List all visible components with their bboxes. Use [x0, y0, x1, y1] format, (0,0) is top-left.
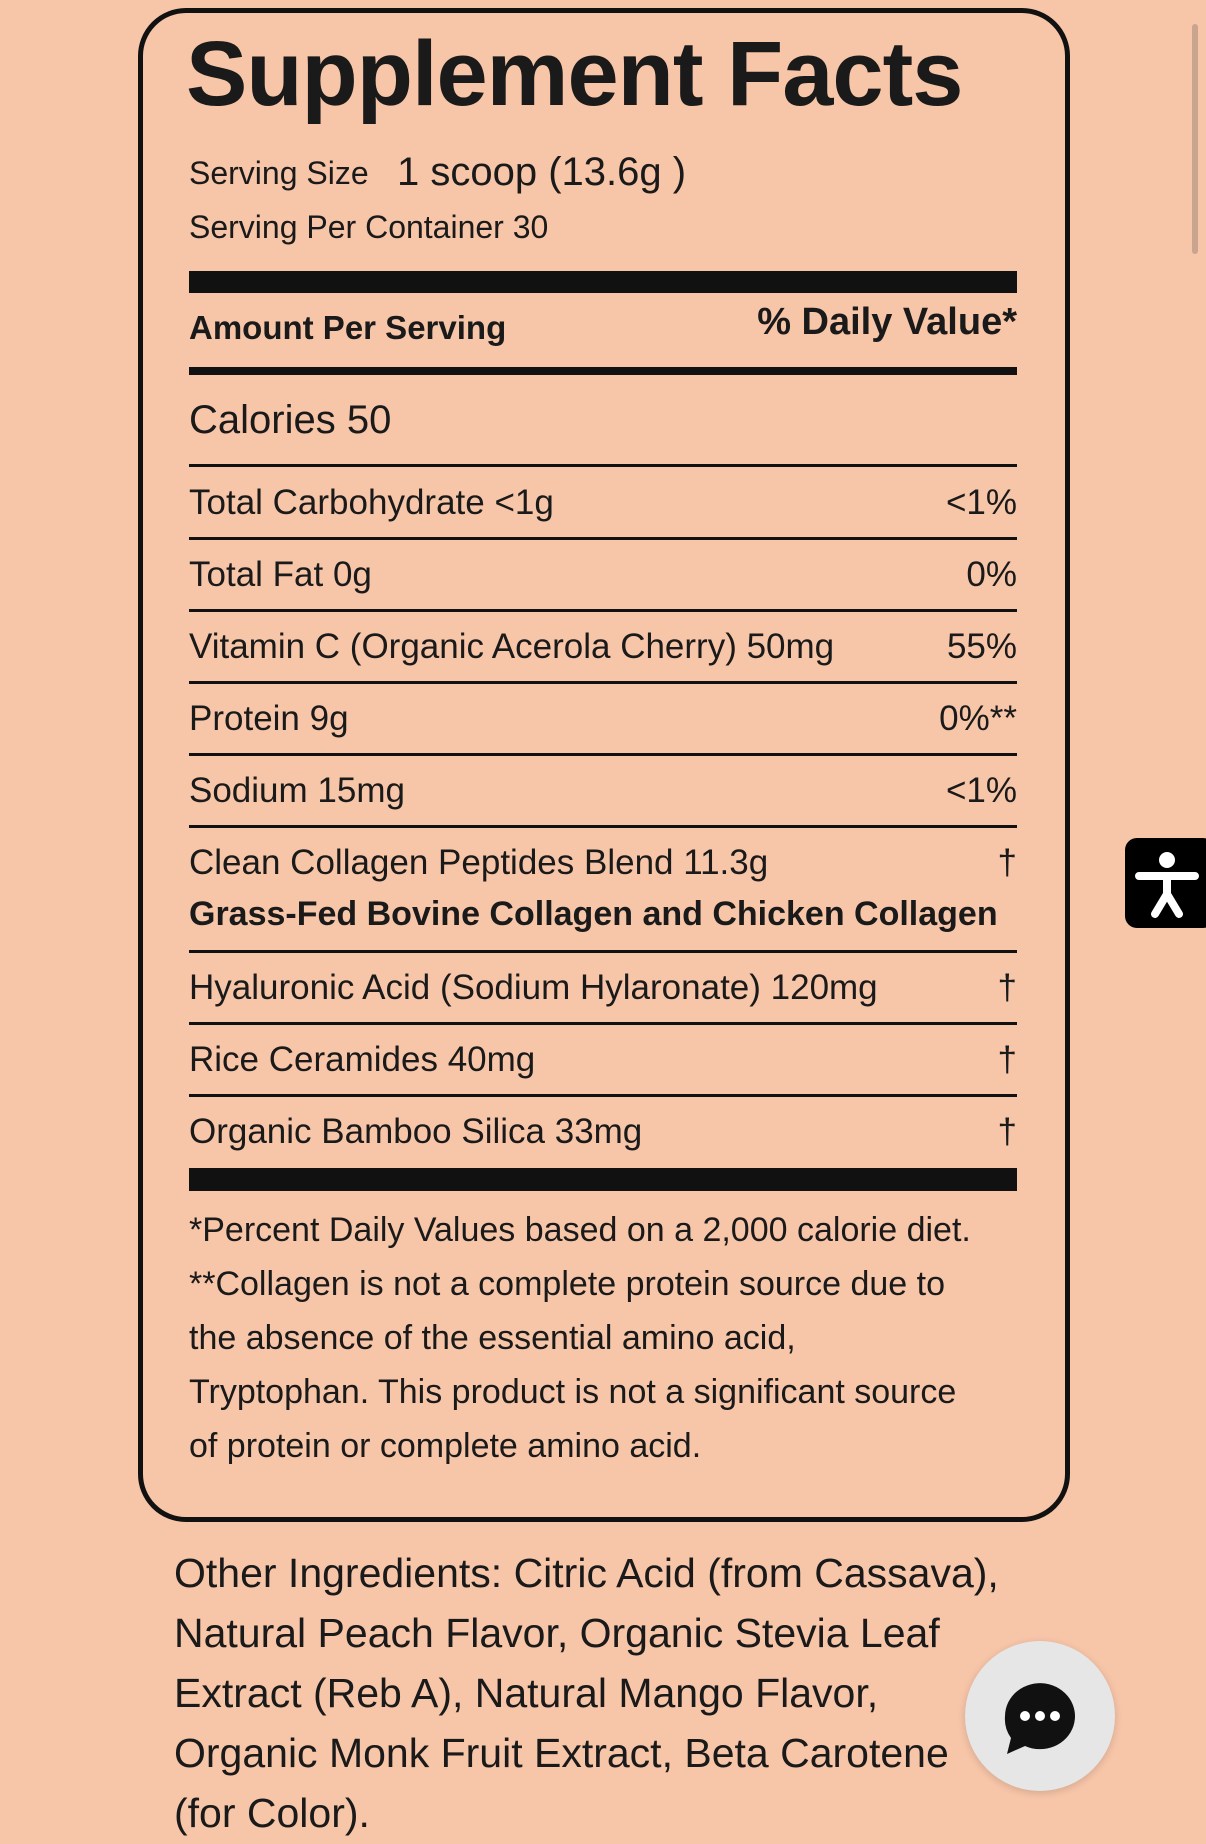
nutrient-name: Protein 9g [189, 699, 349, 738]
footnote-line: Tryptophan. This product is not a signif… [189, 1373, 957, 1411]
divider [189, 367, 1017, 375]
divider [189, 950, 1017, 953]
amount-header: Amount Per Serving [189, 309, 507, 346]
divider [189, 825, 1017, 828]
serving-size-value: 1 scoop (13.6g ) [397, 150, 687, 194]
servings: Serving Per Container 30 [189, 209, 549, 245]
chat-icon [1004, 1683, 1075, 1754]
nutrient-name: Sodium 15mg [189, 771, 405, 810]
daily-value: <1% [945, 771, 1017, 810]
title: Supplement Facts [186, 23, 963, 125]
serving-size-label: Serving Size [189, 155, 369, 191]
divider [189, 681, 1017, 684]
divider [189, 1168, 1017, 1191]
footnote-line: of protein or complete amino acid. [189, 1427, 702, 1465]
ingredients-line: Organic Monk Fruit Extract, Beta Caroten… [174, 1730, 949, 1776]
ingredients-line: (for Color). [174, 1790, 370, 1836]
daily-value: 0% [966, 555, 1017, 594]
facts-panel [138, 8, 1070, 1522]
nutrient-name: Hyaluronic Acid (Sodium Hylaronate) 120m… [189, 968, 878, 1007]
nutrient-name: Vitamin C (Organic Acerola Cherry) 50mg [189, 627, 835, 666]
daily-value: 55% [946, 627, 1017, 666]
nutrient-subtitle: Grass-Fed Bovine Collagen and Chicken Co… [189, 895, 998, 933]
footnote-line: **Collagen is not a complete protein sou… [189, 1265, 946, 1303]
daily-value: <1% [945, 483, 1017, 522]
daily-value: † [997, 1112, 1017, 1151]
ingredients-line: Natural Peach Flavor, Organic Stevia Lea… [174, 1610, 940, 1656]
nutrient-name: Organic Bamboo Silica 33mg [189, 1112, 643, 1151]
nutrient-name: Total Carbohydrate <1g [189, 483, 554, 522]
nutrient-name: Total Fat 0g [189, 555, 372, 594]
calories: Calories 50 [189, 398, 392, 442]
daily-value: † [997, 1040, 1017, 1079]
accessibility-icon [1135, 852, 1199, 918]
chat-button[interactable] [965, 1641, 1115, 1791]
ingredients-line: Other Ingredients: Citric Acid (from Cas… [174, 1550, 999, 1596]
scrollbar [1192, 24, 1198, 254]
divider [189, 609, 1017, 612]
dv-header: % Daily Value* [757, 301, 1017, 343]
daily-value: 0%** [939, 699, 1017, 738]
daily-value: † [997, 843, 1017, 882]
divider [189, 271, 1017, 293]
divider [189, 1022, 1017, 1025]
nutrient-name: Clean Collagen Peptides Blend 11.3g [189, 843, 769, 882]
divider [189, 1094, 1017, 1097]
ingredients-line: Extract (Reb A), Natural Mango Flavor, [174, 1670, 879, 1716]
nutrient-name: Rice Ceramides 40mg [189, 1040, 536, 1079]
daily-value: † [997, 968, 1017, 1007]
divider [189, 537, 1017, 540]
divider [189, 753, 1017, 756]
divider [189, 464, 1017, 467]
footnote-line: the absence of the essential amino acid, [189, 1319, 796, 1357]
accessibility-button[interactable] [1125, 838, 1206, 928]
footnote-line: *Percent Daily Values based on a 2,000 c… [189, 1211, 971, 1249]
